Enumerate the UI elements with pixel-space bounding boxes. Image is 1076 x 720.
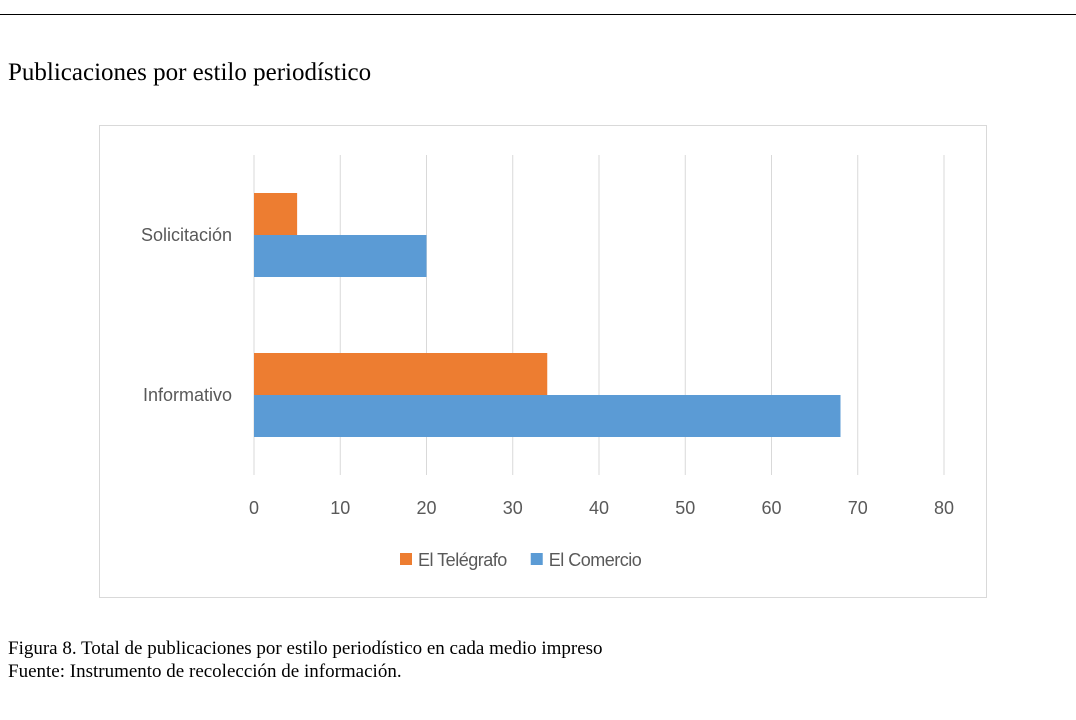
y-tick-label: Solicitación <box>141 225 232 245</box>
source: Fuente: Instrumento de recolección de in… <box>8 661 402 682</box>
x-tick-label: 60 <box>761 498 781 518</box>
legend-swatch <box>400 553 412 565</box>
chart-title: Publicaciones por estilo periodístico <box>8 59 371 86</box>
caption: Figura 8. Total de publicaciones por est… <box>8 638 603 659</box>
x-tick-label: 70 <box>848 498 868 518</box>
bar <box>254 235 427 277</box>
y-tick-label: Informativo <box>143 385 232 405</box>
x-tick-label: 10 <box>330 498 350 518</box>
x-tick-label: 20 <box>416 498 436 518</box>
bar <box>254 353 548 395</box>
x-tick-label: 50 <box>675 498 695 518</box>
bar <box>254 395 841 437</box>
x-tick-label: 80 <box>934 498 954 518</box>
x-tick-label: 30 <box>503 498 523 518</box>
x-tick-label: 40 <box>589 498 609 518</box>
legend-label: El Telégrafo <box>418 550 507 570</box>
legend-swatch <box>530 553 543 565</box>
legend-label: El Comercio <box>549 550 642 570</box>
bar <box>254 193 298 235</box>
x-tick-label: 0 <box>249 498 259 518</box>
